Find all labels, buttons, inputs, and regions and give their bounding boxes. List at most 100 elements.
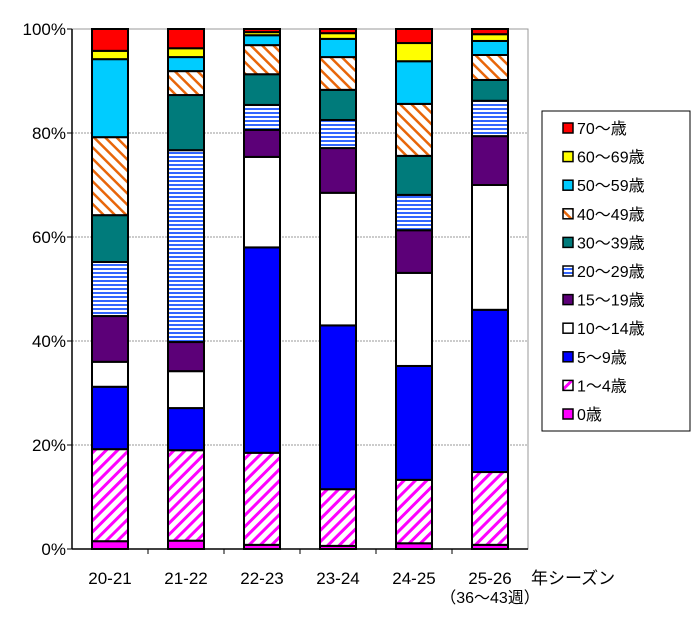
bar-segment-22-23-4 xyxy=(243,128,281,158)
bar-segment-23-24-2 xyxy=(319,324,357,491)
x-tick-label: 21-22 xyxy=(164,569,207,588)
bar-segment-24-25-5 xyxy=(395,193,433,232)
bar-segment-20-21-4 xyxy=(91,315,129,363)
legend-label: 70〜歳 xyxy=(577,120,627,138)
bar-segment-25-26-9 xyxy=(471,33,509,42)
bar-segment-21-22-10 xyxy=(167,28,205,50)
bar-segment-23-24-7 xyxy=(319,56,357,91)
bar-segment-21-22-5 xyxy=(167,149,205,344)
bar-segment-25-26-3 xyxy=(471,184,509,311)
bar-segment-20-21-0 xyxy=(91,540,129,551)
legend-label: 1〜4歳 xyxy=(577,377,627,395)
y-tick-label: 0% xyxy=(41,540,66,559)
bars xyxy=(91,28,509,551)
y-tick-label: 100% xyxy=(23,20,66,39)
bar-segment-21-22-4 xyxy=(167,341,205,373)
bar-segment-20-21-3 xyxy=(91,360,129,388)
x-tick-label: 20-21 xyxy=(88,569,131,588)
bar-segment-20-21-2 xyxy=(91,385,129,451)
bar-segment-24-25-1 xyxy=(395,478,433,545)
bar-segment-25-26-6 xyxy=(471,78,509,102)
x-axis-label: 年シーズン xyxy=(531,569,615,588)
legend-swatch xyxy=(562,150,574,163)
bar-segment-21-22-7 xyxy=(167,70,205,97)
legend-label: 30〜39歳 xyxy=(577,234,645,252)
x-category-note: （36〜43週） xyxy=(440,589,540,607)
bar-segment-23-24-4 xyxy=(319,147,357,194)
bar-segment-23-24-1 xyxy=(319,488,357,547)
bar-segment-24-25-6 xyxy=(395,154,433,196)
legend-swatch xyxy=(562,293,574,306)
bar-segment-25-26-10 xyxy=(471,28,509,36)
bar-segment-21-22-1 xyxy=(167,449,205,542)
x-tick-label: 22-23 xyxy=(240,569,283,588)
bar-segment-22-23-8 xyxy=(243,34,281,47)
bar-segment-22-23-10 xyxy=(243,28,281,34)
legend-label: 10〜14歳 xyxy=(577,320,645,338)
bar-segment-21-22-8 xyxy=(167,56,205,73)
plot-area xyxy=(71,28,529,550)
gridlines xyxy=(71,28,529,550)
bar-segment-23-24-5 xyxy=(319,119,357,150)
bar-segment-23-24-10 xyxy=(319,28,357,35)
bar-segment-25-26-2 xyxy=(471,308,509,474)
bar-segment-21-22-2 xyxy=(167,407,205,452)
x-tick-label: 24-25 xyxy=(392,569,435,588)
bar-segment-20-21-7 xyxy=(91,136,129,217)
bar-segment-22-23-7 xyxy=(243,44,281,76)
legend-label: 0歳 xyxy=(577,406,602,424)
bar-segment-21-22-6 xyxy=(167,94,205,152)
bar-segment-20-21-5 xyxy=(91,260,129,318)
bar-segment-25-26-4 xyxy=(471,135,509,186)
bar-segment-22-23-3 xyxy=(243,155,281,249)
bar-segment-22-23-5 xyxy=(243,103,281,131)
legend-label: 60〜69歳 xyxy=(577,149,645,167)
legend-label: 40〜49歳 xyxy=(577,206,645,224)
bar-segment-20-21-6 xyxy=(91,214,129,263)
legend-swatch xyxy=(562,208,574,220)
bar-segment-25-26-8 xyxy=(471,39,509,56)
y-tick-label: 60% xyxy=(32,228,66,247)
legend-label: 5〜9歳 xyxy=(577,349,627,367)
legend-swatch xyxy=(562,236,574,249)
bar-segment-22-23-2 xyxy=(243,246,281,454)
y-tick-label: 80% xyxy=(32,124,66,143)
bar-segment-22-23-1 xyxy=(243,451,281,546)
legend-swatch xyxy=(562,122,574,134)
bar-segment-24-25-9 xyxy=(395,42,433,63)
bar-segment-24-25-3 xyxy=(395,271,433,367)
bar-segment-20-21-8 xyxy=(91,58,129,139)
x-tick-label: 23-24 xyxy=(316,569,359,588)
legend-swatch xyxy=(562,351,574,363)
bar-segment-25-26-7 xyxy=(471,54,509,81)
bar-segment-23-24-6 xyxy=(319,88,357,121)
bar-segment-21-22-9 xyxy=(167,47,205,59)
legend-label: 20〜29歳 xyxy=(577,263,645,281)
legend-label: 15〜19歳 xyxy=(577,292,645,310)
y-tick-label: 20% xyxy=(32,436,66,455)
bar-segment-24-25-7 xyxy=(395,102,433,157)
legend-swatch xyxy=(562,322,574,334)
bar-segment-24-25-10 xyxy=(395,28,433,45)
legend: 70〜歳 60〜69歳 50〜59歳 40〜49歳 30〜39歳 20〜29歳 15〜19歳… xyxy=(541,110,691,432)
bar-segment-23-24-3 xyxy=(319,191,357,327)
legend-label: 50〜59歳 xyxy=(577,177,645,195)
axes: 0% 20% 40% 60% 80% 100% 20-21 21-22 22-23 23-24 24… xyxy=(23,20,616,607)
bar-segment-25-26-1 xyxy=(471,471,509,546)
bar-segment-24-25-8 xyxy=(395,60,433,105)
bar-segment-23-24-8 xyxy=(319,37,357,59)
bar-segment-21-22-0 xyxy=(167,539,205,550)
bar-segment-20-21-9 xyxy=(91,49,129,61)
bar-segment-25-26-5 xyxy=(471,99,509,138)
legend-swatch xyxy=(562,265,574,277)
bar-segment-20-21-10 xyxy=(91,28,129,52)
legend-swatch xyxy=(562,379,574,392)
bar-segment-24-25-2 xyxy=(395,364,433,481)
legend-swatch xyxy=(562,408,574,420)
bar-segment-24-25-4 xyxy=(395,229,433,274)
y-tick-label: 40% xyxy=(32,332,66,351)
bar-segment-21-22-3 xyxy=(167,370,205,410)
x-tick-label: 25-26 xyxy=(468,569,511,588)
legend-swatch xyxy=(562,179,574,191)
